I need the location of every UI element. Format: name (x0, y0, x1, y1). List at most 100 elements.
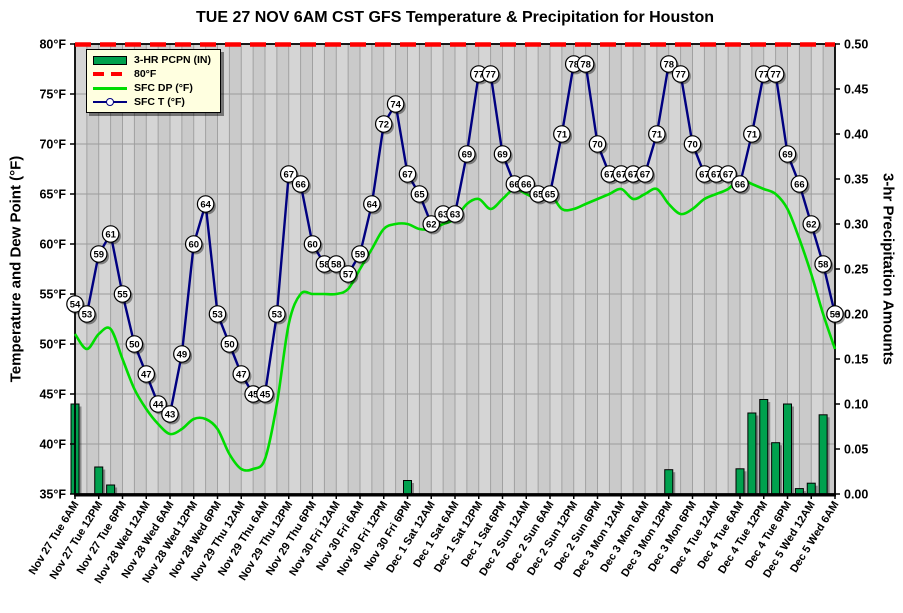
legend-item-temp: SFC T (°F) (93, 96, 211, 108)
temp-value-label: 66 (794, 179, 805, 190)
pcpn-bar (771, 442, 781, 495)
temp-marker (659, 55, 678, 73)
temp-value-label: 64 (200, 199, 211, 210)
temp-value-label: 63 (450, 209, 461, 220)
temp-value-label: 66 (509, 179, 520, 190)
temp-marker (493, 145, 512, 163)
right-axis-tick-label: 0.25 (844, 263, 868, 277)
legend-label: SFC T (°F) (134, 96, 185, 108)
temp-marker (268, 305, 286, 323)
temp-value-label: 77 (485, 69, 496, 80)
temp-value-label: 65 (545, 189, 556, 200)
temp-value-label: 58 (331, 259, 342, 270)
temp-marker (89, 245, 108, 263)
legend-label: 80°F (134, 68, 157, 80)
temp-value-label: 53 (830, 309, 841, 320)
pcpn-bar (94, 466, 104, 495)
right-axis-tick-label: 0.50 (844, 38, 868, 52)
temp-value-label: 61 (105, 229, 116, 240)
temp-value-label: 64 (367, 199, 378, 210)
temp-value-label: 47 (141, 369, 152, 380)
right-axis-tick-label: 0.15 (844, 353, 868, 367)
pcpn-bar (403, 480, 412, 495)
temp-value-label: 71 (747, 129, 758, 140)
temp-marker (731, 175, 749, 193)
temp-marker (113, 285, 132, 303)
left-axis-tick-label: 55°F (39, 288, 66, 302)
temp-marker (458, 145, 476, 163)
left-axis-tick-label: 45°F (39, 388, 66, 402)
pcpn-bar (783, 403, 792, 495)
temp-marker (161, 405, 179, 423)
temp-value-label: 62 (806, 219, 817, 230)
temp-marker (743, 125, 761, 143)
left-axis-tick-label: 80°F (39, 38, 66, 52)
temp-marker (351, 245, 369, 263)
right-axis-tick-label: 0.05 (844, 443, 868, 457)
temp-value-label: 69 (782, 149, 793, 160)
temp-value-label: 67 (616, 169, 627, 180)
temp-marker (541, 185, 559, 203)
temp-value-label: 43 (165, 409, 176, 420)
chart-title: TUE 27 NOV 6AM CST GFS Temperature & Pre… (196, 9, 714, 26)
left-axis-tick-label: 40°F (39, 438, 66, 452)
temp-value-label: 54 (70, 299, 81, 310)
temp-value-label: 63 (438, 209, 449, 220)
temp-marker (410, 185, 429, 203)
legend: 3-HR PCPN (IN) 80°F SFC DP (°F) SFC T (°… (86, 49, 222, 113)
pcpn-bar-swatch-icon (93, 55, 127, 65)
temp-marker (386, 95, 405, 113)
temp-value-label: 78 (580, 59, 591, 70)
temp-value-label: 67 (640, 169, 651, 180)
temp-value-label: 49 (177, 349, 188, 360)
right-axis-tick-label: 0.40 (844, 128, 868, 142)
temp-marker (778, 145, 797, 163)
temp-marker (576, 55, 595, 73)
right-axis-tick-label: 0.10 (844, 398, 868, 412)
pcpn-bar (759, 399, 769, 495)
legend-label: SFC DP (°F) (134, 82, 193, 94)
legend-item-dewpoint: SFC DP (°F) (93, 82, 211, 94)
temp-marker (125, 335, 144, 353)
temp-value-label: 50 (129, 339, 140, 350)
temp-marker (184, 235, 203, 253)
right-axis-tick-label: 0.00 (844, 488, 868, 502)
left-axis-tick-label: 35°F (39, 488, 66, 502)
temp-value-label: 67 (402, 169, 413, 180)
temp-marker (636, 165, 654, 183)
temp-marker (446, 205, 464, 223)
temp-value-label: 69 (462, 149, 473, 160)
legend-label: 3-HR PCPN (IN) (134, 54, 212, 66)
temp-value-label: 53 (212, 309, 223, 320)
temp-value-label: 53 (272, 309, 283, 320)
temp-marker (232, 365, 251, 383)
pcpn-bar (664, 469, 674, 495)
temp-marker (790, 175, 809, 193)
temp-marker (66, 295, 84, 313)
temp-marker (220, 335, 239, 353)
right-axis-tick-label: 0.45 (844, 83, 868, 97)
temp-value-label: 77 (770, 69, 781, 80)
temp-marker (137, 365, 156, 383)
temp-value-label: 72 (378, 119, 389, 130)
temp-marker (363, 195, 381, 213)
temp-marker (196, 195, 215, 213)
temp-value-label: 77 (675, 69, 686, 80)
temp-value-label: 58 (319, 259, 330, 270)
temp-value-label: 66 (735, 179, 746, 190)
right-axis-tick-label: 0.20 (844, 308, 868, 322)
temp-marker (374, 115, 393, 133)
dewpoint-line-swatch-icon (93, 86, 127, 90)
temp-marker (766, 65, 785, 83)
temp-marker (149, 395, 167, 413)
pcpn-bar (735, 468, 745, 495)
temp-marker (422, 215, 441, 233)
temp-value-label: 74 (390, 99, 401, 110)
temp-value-label: 67 (628, 169, 639, 180)
temp-value-label: 50 (224, 339, 235, 350)
temp-value-label: 58 (818, 259, 829, 270)
temp-value-label: 47 (236, 369, 247, 380)
temp-marker (279, 165, 298, 183)
temp-marker (719, 165, 737, 183)
ref-line-swatch-icon (93, 71, 127, 77)
